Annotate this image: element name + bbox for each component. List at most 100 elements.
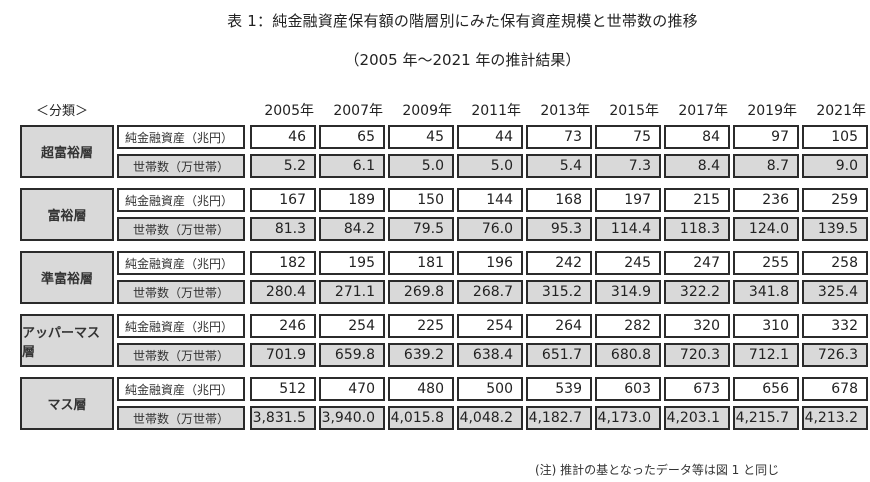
households-cell: 5.4 bbox=[526, 154, 592, 178]
assets-cell: 264 bbox=[526, 314, 592, 338]
households-cell: 659.8 bbox=[319, 343, 385, 367]
assets-cell: 539 bbox=[526, 377, 592, 401]
households-cell: 114.4 bbox=[595, 217, 661, 241]
assets-cell: 678 bbox=[802, 377, 868, 401]
assets-cell: 255 bbox=[733, 251, 799, 275]
assets-cell: 470 bbox=[319, 377, 385, 401]
assets-cell: 105 bbox=[802, 125, 868, 149]
assets-cell: 197 bbox=[595, 188, 661, 212]
group-label: 超富裕層 bbox=[20, 125, 114, 178]
households-cell: 139.5 bbox=[802, 217, 868, 241]
households-cell: 5.0 bbox=[388, 154, 454, 178]
metric-label-assets: 純金融資産（兆円） bbox=[117, 125, 245, 149]
households-cell: 7.3 bbox=[595, 154, 661, 178]
group-label: 準富裕層 bbox=[20, 251, 114, 304]
page-title: 表 1：純金融資産保有額の階層別にみた保有資産規模と世帯数の推移 bbox=[227, 12, 698, 30]
assets-cell: 182 bbox=[250, 251, 316, 275]
households-cell: 4,173.0 bbox=[595, 406, 661, 430]
metric-label-assets: 純金融資産（兆円） bbox=[117, 377, 245, 401]
metric-label-assets: 純金融資産（兆円） bbox=[117, 251, 245, 275]
assets-cell: 254 bbox=[319, 314, 385, 338]
households-cell: 8.7 bbox=[733, 154, 799, 178]
assets-cell: 195 bbox=[319, 251, 385, 275]
footnote: (注) 推計の基となったデータ等は図 1 と同じ bbox=[535, 463, 780, 477]
households-cell: 268.7 bbox=[457, 280, 523, 304]
metric-label-households: 世帯数（万世帯） bbox=[117, 343, 245, 367]
households-cell: 79.5 bbox=[388, 217, 454, 241]
households-cell: 726.3 bbox=[802, 343, 868, 367]
households-cell: 712.1 bbox=[733, 343, 799, 367]
households-cell: 701.9 bbox=[250, 343, 316, 367]
metric-label-assets: 純金融資産（兆円） bbox=[117, 188, 245, 212]
group-label: アッパーマス層 bbox=[20, 314, 114, 367]
assets-cell: 168 bbox=[526, 188, 592, 212]
assets-cell: 44 bbox=[457, 125, 523, 149]
assets-cell: 84 bbox=[664, 125, 730, 149]
metric-label-households: 世帯数（万世帯） bbox=[117, 217, 245, 241]
assets-cell: 215 bbox=[664, 188, 730, 212]
households-cell: 4,203.1 bbox=[664, 406, 730, 430]
households-cell: 638.4 bbox=[457, 343, 523, 367]
assets-cell: 603 bbox=[595, 377, 661, 401]
households-cell: 4,182.7 bbox=[526, 406, 592, 430]
households-cell: 5.0 bbox=[457, 154, 523, 178]
assets-cell: 144 bbox=[457, 188, 523, 212]
assets-cell: 73 bbox=[526, 125, 592, 149]
assets-cell: 500 bbox=[457, 377, 523, 401]
assets-cell: 282 bbox=[595, 314, 661, 338]
year-header: 2005年 bbox=[264, 103, 314, 119]
households-cell: 322.2 bbox=[664, 280, 730, 304]
assets-cell: 236 bbox=[733, 188, 799, 212]
households-cell: 314.9 bbox=[595, 280, 661, 304]
assets-cell: 332 bbox=[802, 314, 868, 338]
assets-cell: 181 bbox=[388, 251, 454, 275]
households-cell: 95.3 bbox=[526, 217, 592, 241]
year-header: 2019年 bbox=[747, 103, 797, 119]
households-cell: 271.1 bbox=[319, 280, 385, 304]
households-cell: 269.8 bbox=[388, 280, 454, 304]
metric-label-households: 世帯数（万世帯） bbox=[117, 406, 245, 430]
households-cell: 9.0 bbox=[802, 154, 868, 178]
assets-cell: 196 bbox=[457, 251, 523, 275]
households-cell: 4,215.7 bbox=[733, 406, 799, 430]
metric-label-households: 世帯数（万世帯） bbox=[117, 154, 245, 178]
assets-cell: 167 bbox=[250, 188, 316, 212]
assets-cell: 480 bbox=[388, 377, 454, 401]
assets-cell: 189 bbox=[319, 188, 385, 212]
households-cell: 124.0 bbox=[733, 217, 799, 241]
assets-cell: 46 bbox=[250, 125, 316, 149]
year-header: 2015年 bbox=[609, 103, 659, 119]
metric-label-households: 世帯数（万世帯） bbox=[117, 280, 245, 304]
assets-cell: 242 bbox=[526, 251, 592, 275]
assets-cell: 656 bbox=[733, 377, 799, 401]
assets-cell: 245 bbox=[595, 251, 661, 275]
year-header: 2017年 bbox=[678, 103, 728, 119]
year-header: 2007年 bbox=[333, 103, 383, 119]
metric-label-assets: 純金融資産（兆円） bbox=[117, 314, 245, 338]
households-cell: 5.2 bbox=[250, 154, 316, 178]
year-header: 2013年 bbox=[540, 103, 590, 119]
assets-cell: 259 bbox=[802, 188, 868, 212]
year-header: 2021年 bbox=[816, 103, 866, 119]
assets-cell: 225 bbox=[388, 314, 454, 338]
year-header: 2011年 bbox=[471, 103, 521, 119]
households-cell: 315.2 bbox=[526, 280, 592, 304]
year-header: 2009年 bbox=[402, 103, 452, 119]
assets-cell: 97 bbox=[733, 125, 799, 149]
group-label: マス層 bbox=[20, 377, 114, 430]
assets-cell: 310 bbox=[733, 314, 799, 338]
assets-cell: 254 bbox=[457, 314, 523, 338]
group-label: 富裕層 bbox=[20, 188, 114, 241]
category-header: ＜分類＞ bbox=[36, 104, 89, 119]
households-cell: 680.8 bbox=[595, 343, 661, 367]
households-cell: 3,940.0 bbox=[319, 406, 385, 430]
assets-cell: 320 bbox=[664, 314, 730, 338]
assets-cell: 65 bbox=[319, 125, 385, 149]
households-cell: 651.7 bbox=[526, 343, 592, 367]
assets-cell: 75 bbox=[595, 125, 661, 149]
households-cell: 4,213.2 bbox=[802, 406, 868, 430]
households-cell: 4,015.8 bbox=[388, 406, 454, 430]
page-subtitle: （2005 年～2021 年の推計結果） bbox=[344, 51, 581, 69]
households-cell: 6.1 bbox=[319, 154, 385, 178]
assets-cell: 247 bbox=[664, 251, 730, 275]
